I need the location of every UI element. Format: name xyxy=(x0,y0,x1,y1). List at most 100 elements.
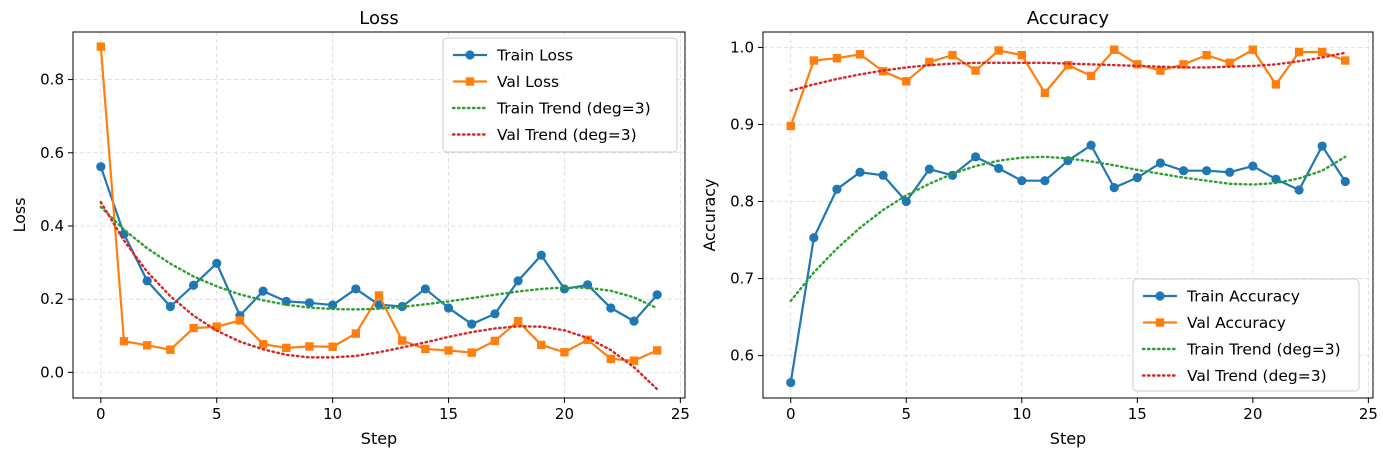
legend-entry: Val Accuracy xyxy=(1143,314,1286,332)
loss-chart: 0 5 10 15 20 25 0.0 0.2 0.4 0.6 0.8 Loss Step Loss Tra… xyxy=(10,8,690,448)
x-tick-label: 25 xyxy=(1359,405,1378,423)
legend-entry: Train Accuracy xyxy=(1143,288,1300,306)
data-point xyxy=(282,343,291,353)
data-point xyxy=(1110,45,1119,54)
data-point xyxy=(351,329,361,338)
data-point xyxy=(1294,47,1304,57)
data-point xyxy=(809,56,819,65)
series-train-loss xyxy=(96,162,662,329)
data-point xyxy=(855,167,865,177)
data-point xyxy=(878,170,888,180)
data-point xyxy=(652,346,662,355)
legend: Train Accuracy Val Accuracy Train Trend (d… xyxy=(1132,278,1360,392)
y-tick-label: 0.6 xyxy=(40,144,64,162)
data-point xyxy=(212,258,222,268)
data-point xyxy=(1086,140,1096,150)
data-point xyxy=(924,164,934,174)
data-point xyxy=(165,301,175,312)
series-train-accuracy xyxy=(786,140,1350,388)
data-point xyxy=(1248,161,1258,171)
data-point xyxy=(925,57,934,67)
data-point xyxy=(1294,185,1304,195)
data-point xyxy=(142,341,152,350)
data-point xyxy=(971,66,980,75)
data-point xyxy=(1040,176,1050,186)
data-point xyxy=(832,184,842,194)
trend-line xyxy=(99,200,659,391)
data-point xyxy=(994,163,1004,173)
legend-entry: Val Trend (deg=3) xyxy=(451,126,637,144)
trend-line xyxy=(99,205,659,311)
data-point xyxy=(258,286,268,296)
series-train-trend-deg-3 xyxy=(789,155,1347,303)
data-point xyxy=(1133,60,1142,69)
legend-entry: Train Trend (deg=3) xyxy=(1141,341,1341,359)
data-point xyxy=(832,53,842,63)
data-point xyxy=(1155,158,1166,168)
data-point xyxy=(1132,173,1142,183)
data-point xyxy=(560,348,569,357)
data-point xyxy=(374,291,384,300)
data-point xyxy=(1248,45,1258,54)
data-point xyxy=(96,162,106,172)
y-tick-label: 1.0 xyxy=(730,38,754,56)
data-point xyxy=(467,348,476,357)
x-tick-label: 15 xyxy=(439,405,458,423)
data-point xyxy=(258,339,268,349)
data-point xyxy=(305,342,314,351)
data-point xyxy=(809,233,819,243)
series-val-accuracy xyxy=(786,45,1350,131)
legend-box xyxy=(442,37,678,153)
x-tick-label: 20 xyxy=(1243,405,1262,423)
data-point xyxy=(559,284,570,294)
data-point xyxy=(1179,60,1188,69)
legend-entry: Train Trend (deg=3) xyxy=(451,100,651,118)
y-tick-label: 0.7 xyxy=(730,270,754,288)
chart-title: Accuracy xyxy=(1027,8,1110,29)
legend-marker-swatch xyxy=(1155,318,1165,327)
data-point xyxy=(96,42,106,51)
data-point xyxy=(328,300,338,310)
plot-area-frame xyxy=(762,31,1374,399)
legend-label: Val Accuracy xyxy=(1187,314,1286,332)
data-point xyxy=(467,319,477,329)
data-point xyxy=(902,77,911,86)
y-tick-label: 0.6 xyxy=(730,347,754,365)
y-tick-label: 0.9 xyxy=(730,115,754,133)
y-tick-label: 0.4 xyxy=(40,217,64,235)
data-point xyxy=(1225,58,1234,68)
legend-marker-swatch xyxy=(465,77,475,86)
series-train-trend-deg-3 xyxy=(99,205,659,311)
x-axis-label: Step xyxy=(361,429,397,448)
data-point xyxy=(189,323,198,333)
data-point xyxy=(513,276,523,286)
data-point xyxy=(1225,167,1235,177)
data-point xyxy=(1317,141,1327,151)
data-point xyxy=(420,284,430,294)
data-point xyxy=(1271,174,1281,184)
data-point xyxy=(536,250,546,260)
x-tick-label: 25 xyxy=(671,405,690,423)
data-point xyxy=(397,336,407,345)
data-point xyxy=(490,309,500,319)
data-point xyxy=(304,298,315,308)
data-point xyxy=(1340,176,1350,187)
x-axis-label: Step xyxy=(1050,429,1086,448)
data-point xyxy=(490,336,500,346)
data-point xyxy=(351,284,361,294)
data-point xyxy=(235,316,245,325)
data-point xyxy=(1109,183,1119,193)
data-point xyxy=(188,280,199,290)
data-point xyxy=(537,340,546,350)
data-point xyxy=(119,337,129,346)
y-tick-label: 0.2 xyxy=(40,290,64,308)
legend-entry: Val Trend (deg=3) xyxy=(1141,367,1327,385)
data-point xyxy=(1063,60,1073,70)
legend-label: Val Trend (deg=3) xyxy=(497,126,637,144)
data-point xyxy=(786,377,796,388)
legend: Train Loss Val Loss Train Trend (deg=3) Val… xyxy=(442,37,678,153)
chart-title: Loss xyxy=(359,8,398,29)
data-point xyxy=(1202,50,1211,60)
data-point xyxy=(970,152,981,162)
data-point xyxy=(1017,176,1027,186)
